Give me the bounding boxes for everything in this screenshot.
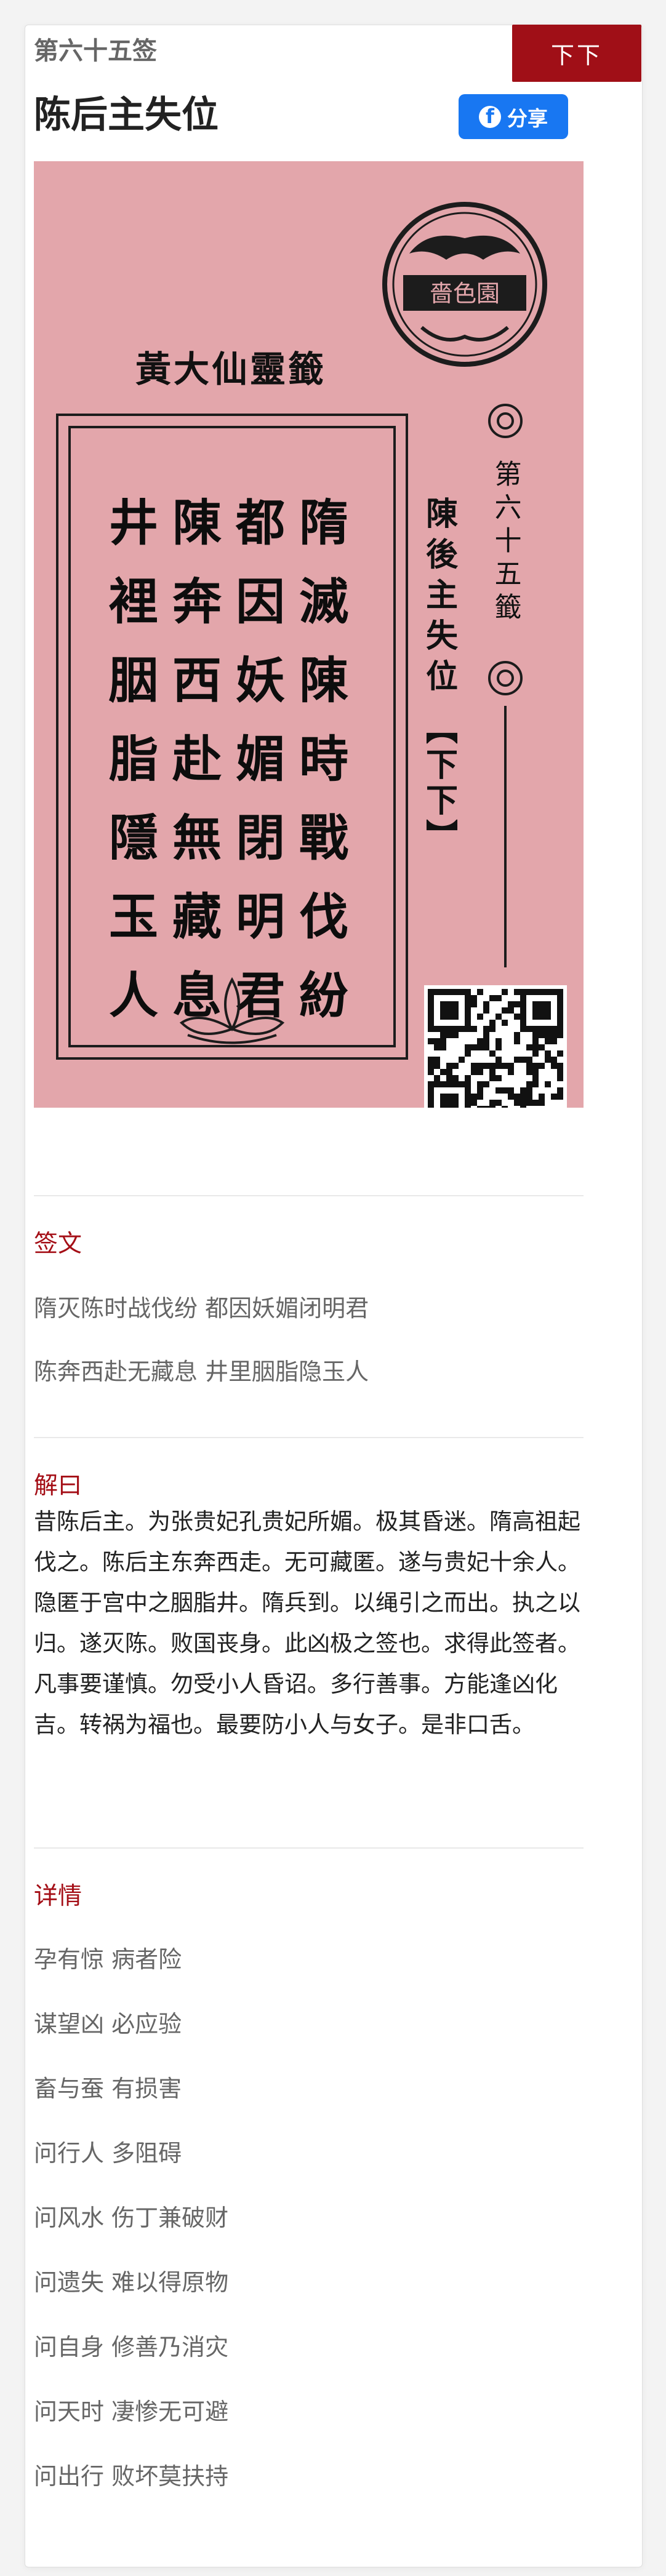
poem-column: 井裡胭脂隱玉人 [101,497,159,1048]
ornament-icon [488,404,523,695]
poem-line: 陈奔西赴无藏息 井里胭脂隐玉人 [34,1358,369,1385]
facebook-icon: f [479,105,501,128]
seal-text: 嗇色園 [430,280,500,307]
lot-number: 第六十五签 [34,37,157,65]
detail-item: 孕有惊 病者险 [34,1946,182,1973]
detail-item: 问天时 凄惨无可避 [34,2398,229,2425]
detail-item: 问出行 败坏莫扶持 [34,2463,229,2490]
detail-item: 畜与蚕 有损害 [34,2075,182,2102]
detail-item: 问遗失 难以得原物 [34,2269,229,2296]
poem-line: 隋灭陈时战伐纷 都因妖媚闭明君 [34,1295,369,1322]
side-rank: 【下下】 [420,712,458,855]
detail-item: 问行人 多阻碍 [34,2140,182,2167]
detail-item: 问风水 伤丁兼破财 [34,2204,229,2231]
explain-text: 昔陈后主。为张贵妃孔贵妃所媚。极其昏迷。隋高祖起伐之。陈后主东奔西走。无可藏匿。… [34,1508,580,1738]
divider [34,1195,584,1196]
qr-code-icon [424,985,567,1108]
poem-frame-outer [56,414,408,1060]
poem-frame-inner [68,426,396,1047]
lot-image-bg [34,161,584,1108]
oracle-name: 黃大仙靈籤 [135,348,326,390]
divider [34,1847,584,1849]
rank-badge: 下下 [512,25,641,82]
poem-column: 都因妖媚閉明君 [228,497,286,1048]
facebook-share-button[interactable]: f 分享 [459,94,568,139]
poem-column: 陳奔西赴無藏息 [164,497,222,1048]
seal-icon: 嗇色園 [382,202,547,367]
detail-item: 谋望凶 必应验 [34,2010,182,2038]
detail-item: 问自身 修善乃消灾 [34,2334,229,2361]
divider [34,1437,584,1438]
poem-section-title: 签文 [34,1230,82,1258]
page-title: 陈后主失位 [34,94,219,137]
share-label: 分享 [507,106,548,130]
explain-section-title: 解曰 [34,1472,82,1500]
poem-column: 隋滅陳時戰伐紛 [291,497,349,1048]
lot-image: 嗇色園 黃大仙靈籤 隋滅陳時戰伐紛 都因妖媚閉明君 陳奔西赴無藏息 井裡胭脂隱玉… [34,161,584,1108]
detail-section-title: 详情 [34,1882,82,1910]
lotus-icon [179,977,285,1044]
side-title: 陳後主失位 [420,497,458,700]
side-lot-number: 第六十五籤 [490,460,521,626]
